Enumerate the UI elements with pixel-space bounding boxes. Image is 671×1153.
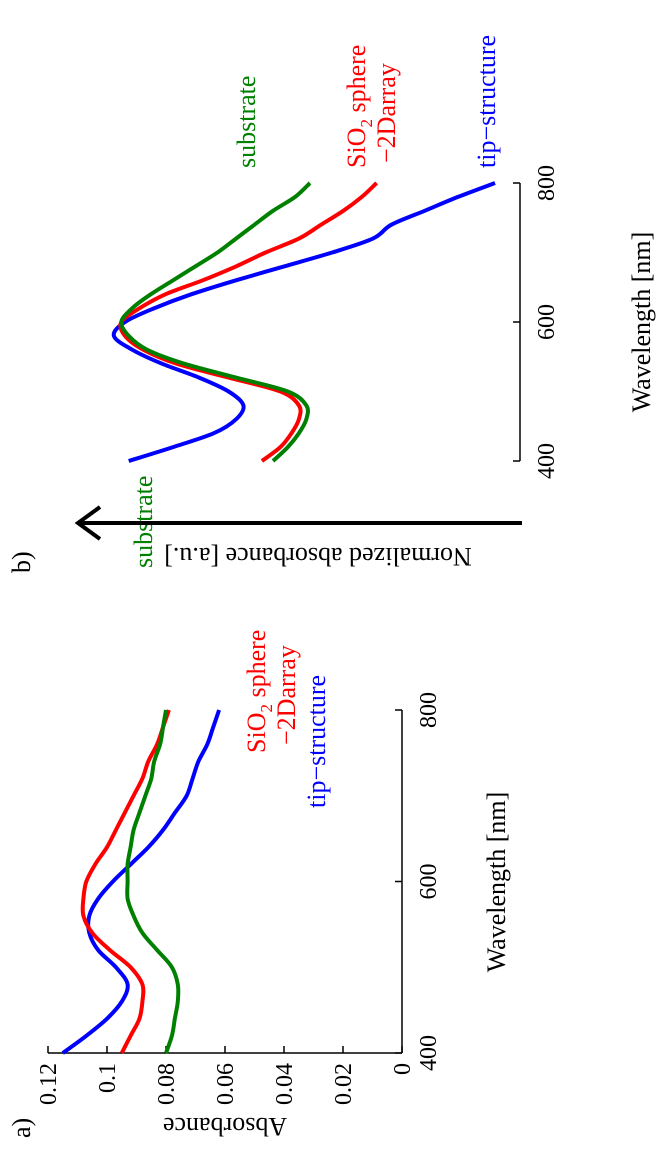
panel-b-line-substrate <box>119 181 312 463</box>
panel-a-label: a) <box>7 1118 36 1138</box>
panel-b-sio2-label-line1: SiO2 sphere <box>342 45 376 168</box>
panel-b-x-tick-label: 800 <box>534 165 560 201</box>
panel-b-line-sio2-sphere-2darray <box>118 181 378 463</box>
panel-a-y-tick-label: 0.1 <box>95 1063 121 1093</box>
panel-a-x-tick-label: 800 <box>416 692 442 728</box>
panel-a-y-tick-label: 0.04 <box>272 1063 298 1105</box>
panel-a-y-axis-label: Absorbance <box>163 1112 287 1141</box>
panel-a-line-substrate <box>125 709 181 1054</box>
panel-a-y-tick-label: 0.08 <box>154 1063 180 1105</box>
panel-a-x-tick-label: 400 <box>416 1035 442 1071</box>
panel-a-series <box>61 709 221 1055</box>
panel-b-y-arrow <box>74 505 522 541</box>
panel-b-series <box>111 181 496 463</box>
panel-a-y-tick-label: 0 <box>390 1063 416 1075</box>
panel-b-tip-structure-label: tip−structure <box>472 35 501 168</box>
panel-b-sio2-label-line2: −2Darray <box>372 63 401 163</box>
panel-b-ticks: 400 600 800 <box>513 165 560 479</box>
panel-b-x-axis-label: Wavelength [nm] <box>627 232 656 413</box>
panel-b-x-tick-label: 400 <box>534 443 560 479</box>
panel-a-tip-structure-label: tip−structure <box>302 675 331 808</box>
panel-a-y-tick-label: 0.12 <box>36 1063 62 1105</box>
panel-b-y-axis-label: Normalized absorbance [a.u.] <box>164 542 472 571</box>
panel-a-sio2-label-line2: −2Darray <box>272 645 301 745</box>
panel-b-substrate-label: substrate <box>232 76 261 168</box>
panel-b-axes: 400 600 800 <box>513 165 560 479</box>
panel-a-sio2-label-line1: SiO2 sphere <box>242 630 276 753</box>
panel-a-axes: 0 0.02 0.04 0.06 0.08 0.1 0.12 400 600 800 <box>36 692 442 1105</box>
panel-b-line-tip-structure <box>111 181 496 463</box>
panel-a-y-tick-label: 0.06 <box>213 1063 239 1105</box>
panel-a-y-tick-label: 0.02 <box>331 1063 357 1105</box>
panel-b-x-tick-label: 600 <box>534 304 560 340</box>
panel-a-line-tip-structure <box>61 709 221 1055</box>
panel-a-x-axis-label: Wavelength [nm] <box>482 792 511 973</box>
panel-a-x-tick-label: 600 <box>416 864 442 900</box>
panel-b-label: b) <box>7 551 36 573</box>
panel-b-arrow-head <box>74 505 102 541</box>
panel-a-line-sio2-sphere-2darray <box>80 709 171 1054</box>
panel-a-ticks: 0 0.02 0.04 0.06 0.08 0.1 0.12 400 600 800 <box>36 692 442 1105</box>
